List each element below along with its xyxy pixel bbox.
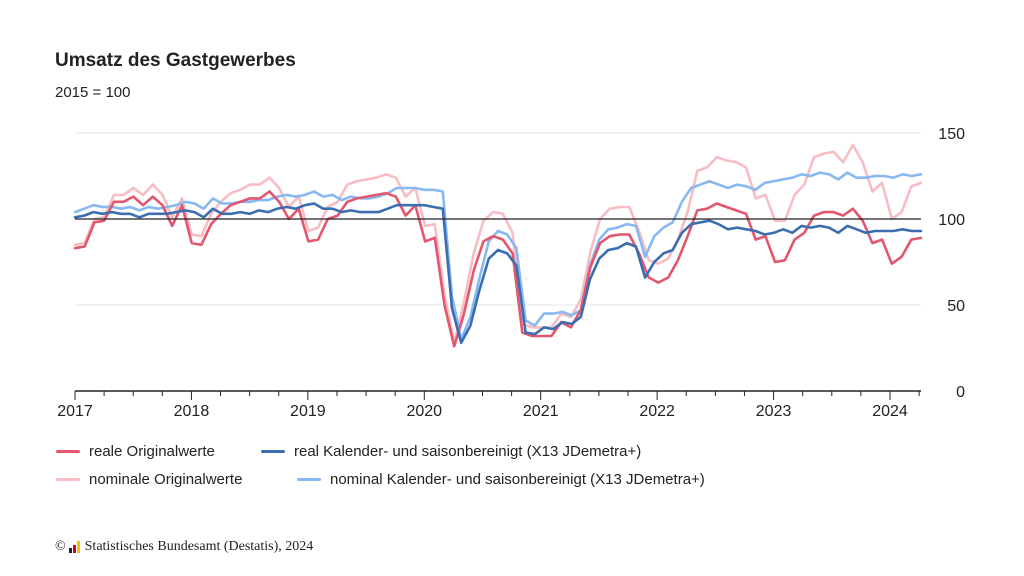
y-tick-label-150: 150 bbox=[938, 126, 965, 143]
legend-item-reale[interactable]: reale Originalwerte bbox=[56, 443, 215, 460]
x-tick-label-2019: 2019 bbox=[290, 403, 326, 420]
line-nominale-originalwerte bbox=[73, 143, 923, 345]
chart-title: Umsatz des Gastgewerbes bbox=[55, 50, 296, 71]
x-tick-label-2024: 2024 bbox=[872, 403, 908, 420]
line-nominal-saisonbereinigt bbox=[73, 171, 923, 341]
legend-label-real-sa: real Kalender- und saisonbereinigt (X13 … bbox=[294, 443, 642, 460]
line-real-saisonbereinigt bbox=[73, 202, 923, 345]
x-tick-label-2017: 2017 bbox=[57, 403, 93, 420]
chart-subtitle: 2015 = 100 bbox=[55, 84, 131, 101]
legend-swatch-nominal-sa bbox=[297, 478, 321, 481]
x-tick-label-2021: 2021 bbox=[523, 403, 559, 420]
x-tick-label-2018: 2018 bbox=[174, 403, 210, 420]
legend-label-reale: reale Originalwerte bbox=[89, 443, 215, 460]
source-footer: © Statistisches Bundesamt (Destatis), 20… bbox=[55, 539, 313, 555]
y-tick-label-50: 50 bbox=[947, 298, 965, 315]
chart-legend: reale Originalwerte real Kalender- und s… bbox=[56, 443, 956, 493]
legend-item-nominale[interactable]: nominale Originalwerte bbox=[56, 471, 242, 488]
legend-label-nominal-sa: nominal Kalender- und saisonbereinigt (X… bbox=[330, 471, 705, 488]
copyright-symbol: © bbox=[55, 539, 66, 554]
legend-swatch-real-sa bbox=[261, 450, 285, 453]
y-tick-label-100: 100 bbox=[938, 212, 965, 229]
legend-item-nominal-sa[interactable]: nominal Kalender- und saisonbereinigt (X… bbox=[297, 471, 705, 488]
x-tick-label-2020: 2020 bbox=[406, 403, 442, 420]
line-reale-originalwerte bbox=[73, 190, 923, 348]
x-tick-label-2023: 2023 bbox=[756, 403, 792, 420]
y-tick-label-0: 0 bbox=[956, 384, 965, 401]
x-tick-label-2022: 2022 bbox=[639, 403, 675, 420]
legend-swatch-nominale bbox=[56, 478, 80, 481]
source-text: Statistisches Bundesamt (Destatis), 2024 bbox=[84, 539, 314, 554]
legend-label-nominale: nominale Originalwerte bbox=[89, 471, 243, 488]
legend-swatch-reale bbox=[56, 450, 80, 453]
destatis-logo-icon bbox=[68, 541, 80, 553]
legend-item-real-sa[interactable]: real Kalender- und saisonbereinigt (X13 … bbox=[261, 443, 641, 460]
